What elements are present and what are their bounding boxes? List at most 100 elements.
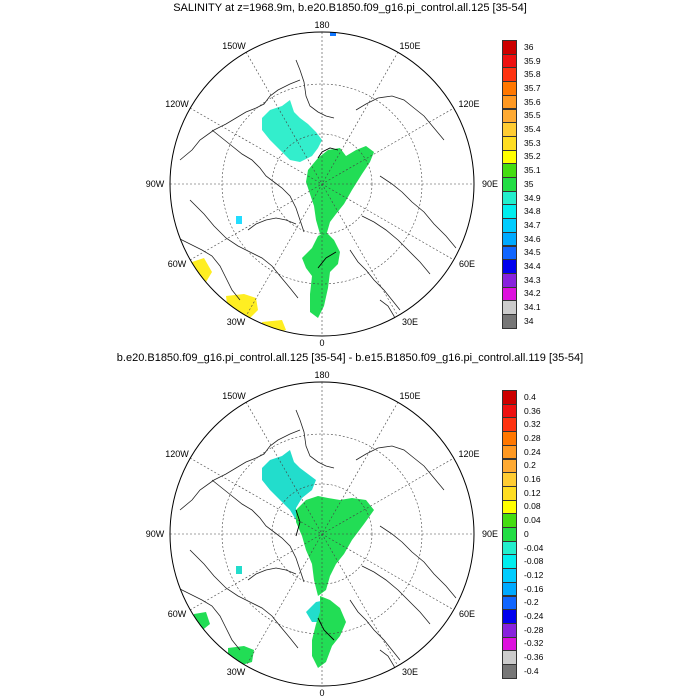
colorbar-swatch [502,403,517,419]
salinity-polar-map [169,31,475,337]
difference-polar-map [169,381,475,687]
colorbar-label: 0.28 [524,432,541,443]
colorbar-swatch [502,300,517,315]
colorbar-swatch [502,581,517,597]
colorbar-label: 0.32 [524,419,541,430]
colorbar-label: -0.08 [524,556,544,567]
colorbar-label: 34.2 [524,288,541,299]
coastlines [173,59,457,329]
colorbar-label: 34.1 [524,302,541,313]
colorbar-label: 35.3 [524,137,541,148]
colorbar-label: 35.9 [524,55,541,66]
colorbar-swatch [502,108,517,124]
lon-label-120w: 120W [165,99,189,109]
colorbar-label: 34.8 [524,206,541,217]
colorbar-label: 35.4 [524,124,541,135]
colorbar-label: -0.16 [524,583,544,594]
lon-label-180: 180 [314,370,330,380]
colorbar-label: 34.5 [524,247,541,258]
colorbar-label: -0.28 [524,624,544,635]
colorbar-label: 0.16 [524,474,541,485]
colorbar-swatch [502,595,517,611]
colorbar-label: 34.6 [524,233,541,244]
lon-label-60e: 60E [458,259,476,269]
colorbar-swatch [502,527,517,542]
lon-label-0: 0 [319,338,325,348]
colorbar-label: 34.4 [524,261,541,272]
colorbar-swatch [502,231,517,247]
graticule [170,382,474,686]
colorbar-label: 35.5 [524,110,541,121]
lon-label-60w: 60W [167,259,187,269]
colorbar-swatch [502,259,517,274]
colorbar-label: 36 [524,41,534,52]
colorbar-swatch [502,636,517,652]
salinity-fill-green [302,146,374,318]
colorbar-label: 0.36 [524,405,541,416]
salinity-fill-small [236,32,336,224]
lon-label-180: 180 [314,20,330,30]
colorbar-label: 35.1 [524,165,541,176]
colorbar-label: 35.7 [524,82,541,93]
lon-label-120e: 120E [458,99,480,109]
colorbar-swatch [502,513,517,528]
salinity-fill-cyan [262,100,322,162]
lon-label-90w: 90W [145,529,165,539]
colorbar-swatch [502,67,517,83]
colorbar-label: -0.36 [524,652,544,663]
coastlines [173,409,457,679]
colorbar-swatch [502,622,517,638]
lon-label-60w: 60W [167,609,187,619]
colorbar-label: -0.32 [524,638,544,649]
panel-1-title: SALINITY at z=1968.9m, b.e20.B1850.f09_g… [173,2,527,14]
colorbar-label: -0.04 [524,542,544,553]
colorbar-swatch [502,81,517,96]
colorbar-label: -0.24 [524,611,544,622]
map-boundary [169,31,475,337]
lon-label-0: 0 [319,688,325,698]
colorbar-label: -0.4 [524,665,539,676]
lon-label-150w: 150W [222,41,246,51]
lon-label-60e: 60E [458,609,476,619]
colorbar-label: 35 [524,178,534,189]
colorbar-swatch [502,472,517,487]
lon-label-120w: 120W [165,449,189,459]
colorbar-swatch [502,149,517,165]
colorbar-swatch [502,40,517,55]
colorbar-swatch [502,135,517,151]
colorbar-swatch [502,444,517,460]
colorbar-swatch [502,458,517,474]
colorbar-label: 34.9 [524,192,541,203]
colorbar-swatch [502,53,517,69]
lon-label-150w: 150W [222,391,246,401]
colorbar-swatch [502,650,517,665]
colorbar-swatch [502,122,517,137]
lon-label-30w: 30W [226,667,246,677]
lon-label-90e: 90E [481,179,499,189]
colorbar-swatch [502,540,517,556]
colorbar-swatch [502,218,517,233]
colorbar-swatch [502,314,517,329]
colorbar-swatch [502,609,517,624]
colorbar-label: 34.3 [524,274,541,285]
colorbar-label: 0.12 [524,487,541,498]
lon-label-120e: 120E [458,449,480,459]
colorbar-swatch [502,245,517,261]
colorbar-swatch [502,286,517,302]
colorbar-swatch [502,568,517,583]
colorbar-swatch [502,190,517,206]
colorbar-label: -0.2 [524,597,539,608]
lon-label-150e: 150E [399,391,421,401]
colorbar-label: 35.6 [524,96,541,107]
colorbar-swatch [502,204,517,220]
colorbar-swatch [502,177,517,192]
colorbar-swatch [502,390,517,405]
colorbar-swatch [502,554,517,570]
colorbar-label: 34 [524,315,534,326]
colorbar-swatch [502,272,517,288]
lon-label-90e: 90E [481,529,499,539]
colorbar-label: 34.7 [524,219,541,230]
lon-label-30e: 30E [401,317,419,327]
lon-label-150e: 150E [399,41,421,51]
difference-fill-green [192,496,374,668]
